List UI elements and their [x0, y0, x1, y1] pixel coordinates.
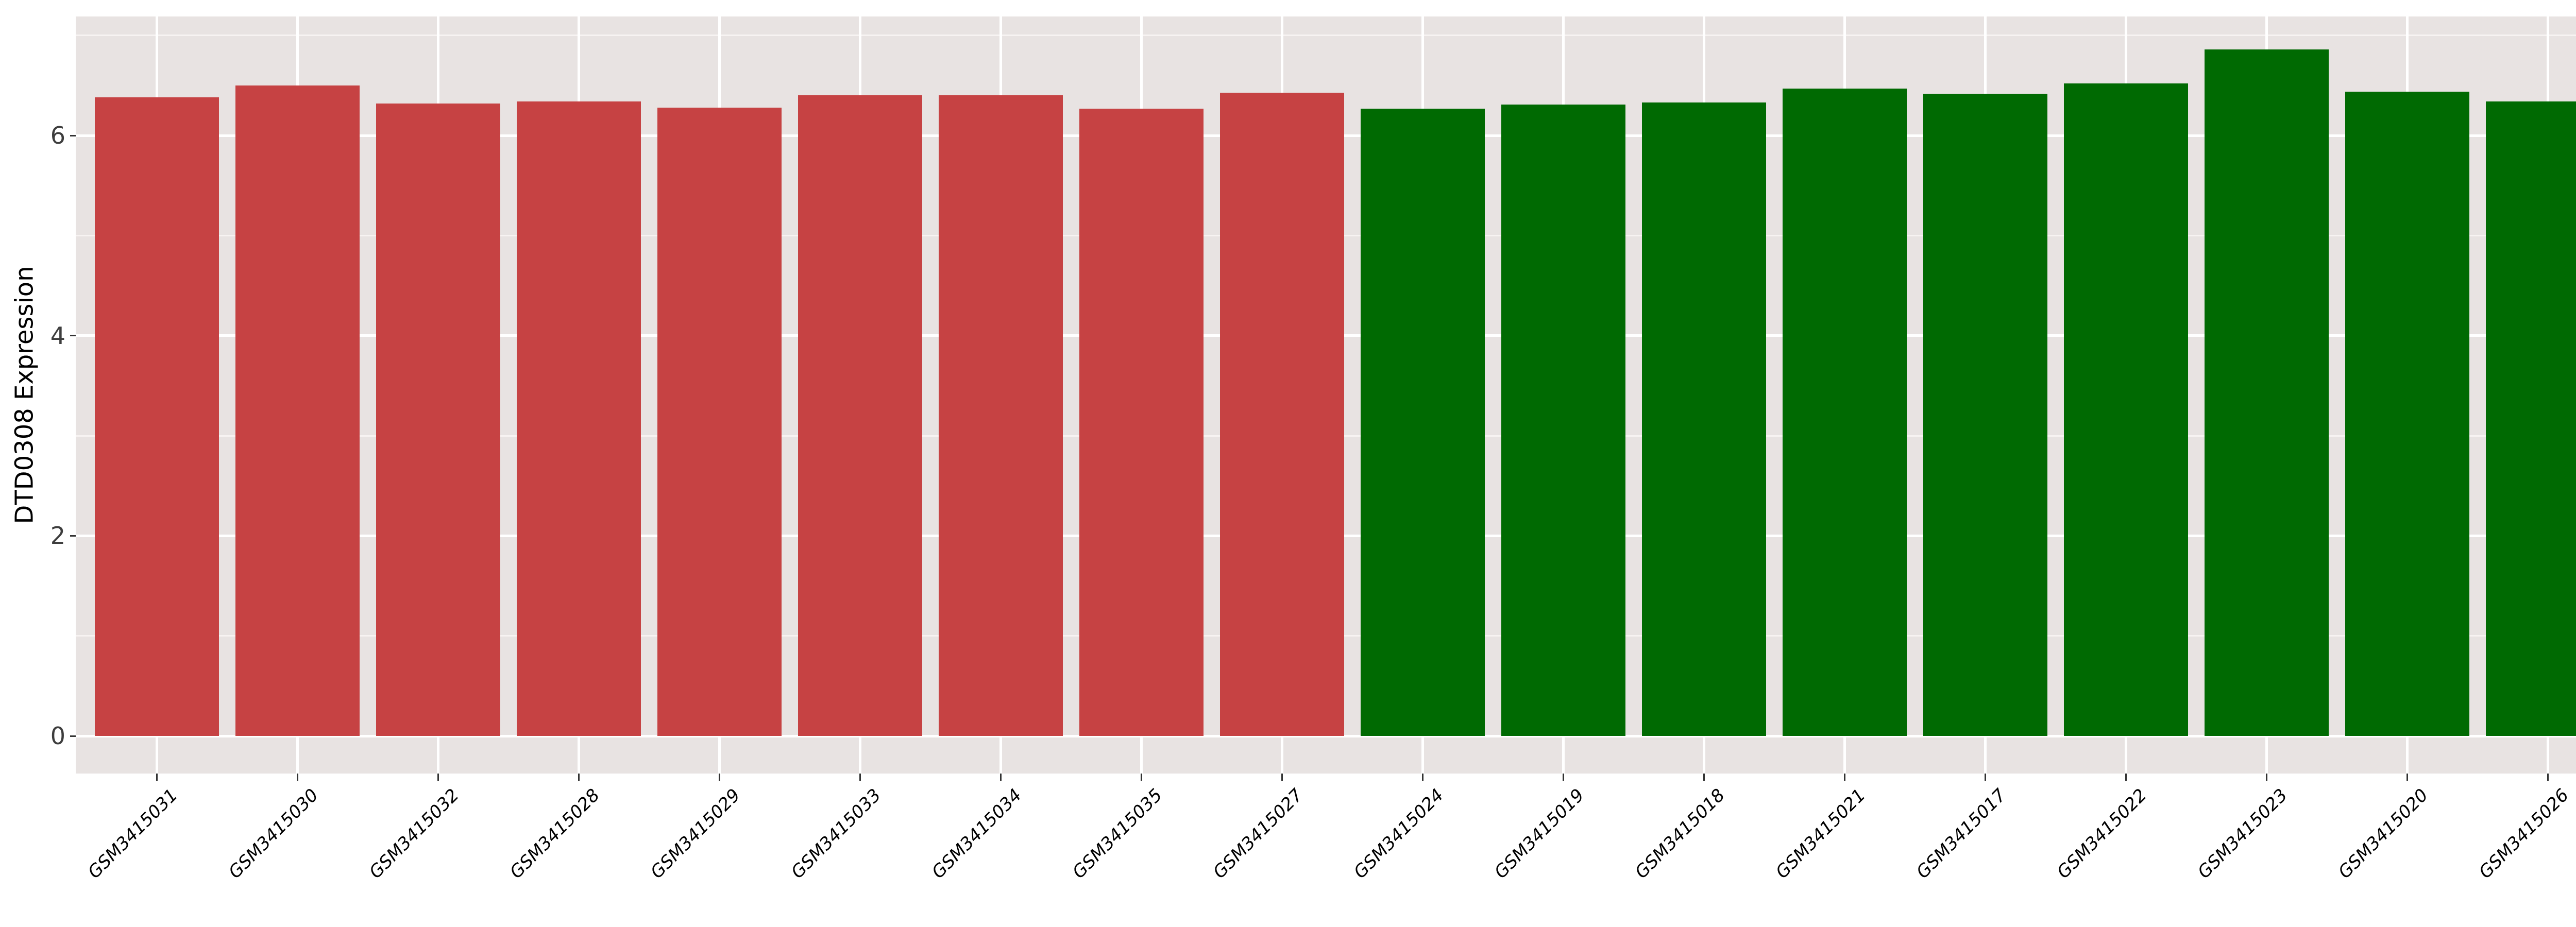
bar-GSM3415026: [2486, 101, 2576, 736]
bar-GSM3415023: [2205, 49, 2329, 736]
x-tick-mark: [1281, 774, 1283, 781]
x-tick-mark: [2266, 774, 2267, 781]
x-tick-label-GSM3415030: GSM3415030: [224, 785, 323, 883]
bar-GSM3415028: [517, 101, 641, 736]
y-tick-mark: [70, 335, 76, 337]
x-tick-mark: [2125, 774, 2127, 781]
bar-GSM3415018: [1642, 102, 1766, 736]
bar-GSM3415019: [1501, 104, 1625, 736]
x-tick-label-GSM3415032: GSM3415032: [365, 785, 463, 883]
x-tick-mark: [1422, 774, 1423, 781]
x-tick-mark: [578, 774, 580, 781]
bar-GSM3415021: [1783, 88, 1907, 736]
bar-GSM3415020: [2345, 91, 2469, 736]
x-tick-label-GSM3415024: GSM3415024: [1349, 785, 1448, 883]
y-tick-label: 4: [50, 321, 65, 350]
x-tick-mark: [2547, 774, 2549, 781]
y-tick-label: 0: [50, 722, 65, 750]
x-tick-mark: [859, 774, 861, 781]
bar-GSM3415022: [2064, 83, 2188, 736]
x-tick-mark: [2406, 774, 2408, 781]
major-gridline: [76, 734, 2576, 737]
x-tick-mark: [719, 774, 720, 781]
minor-gridline: [76, 35, 2576, 37]
x-tick-label-GSM3415021: GSM3415021: [1771, 785, 1870, 883]
x-tick-label-GSM3415022: GSM3415022: [2053, 785, 2151, 883]
x-tick-mark: [156, 774, 158, 781]
bar-GSM3415035: [1079, 108, 1204, 736]
x-tick-label-GSM3415023: GSM3415023: [2193, 785, 2292, 883]
x-tick-label-GSM3415019: GSM3415019: [1490, 785, 1588, 883]
x-tick-label-GSM3415018: GSM3415018: [1631, 785, 1729, 883]
x-tick-mark: [1141, 774, 1142, 781]
y-axis-label: DTD0308 Expression: [10, 266, 39, 524]
x-tick-label-GSM3415027: GSM3415027: [1209, 785, 1307, 883]
x-tick-label-GSM3415028: GSM3415028: [505, 785, 604, 883]
x-tick-label-GSM3415017: GSM3415017: [1912, 785, 2010, 883]
y-tick-label: 6: [50, 122, 65, 150]
bar-GSM3415027: [1220, 92, 1344, 736]
x-tick-label-GSM3415035: GSM3415035: [1068, 785, 1166, 883]
bar-GSM3415033: [798, 95, 922, 736]
bar-GSM3415024: [1361, 108, 1485, 736]
bar-GSM3415029: [657, 107, 782, 736]
x-tick-mark: [1844, 774, 1845, 781]
x-tick-label-GSM3415026: GSM3415026: [2475, 785, 2573, 883]
y-tick-mark: [70, 735, 76, 737]
x-tick-mark: [437, 774, 439, 781]
bar-GSM3415030: [235, 85, 360, 736]
bar-GSM3415034: [939, 95, 1063, 736]
plot-panel: [76, 16, 2576, 774]
x-tick-mark: [1000, 774, 1002, 781]
x-tick-mark: [1985, 774, 1986, 781]
x-tick-mark: [297, 774, 298, 781]
y-tick-mark: [70, 134, 76, 136]
bar-GSM3415032: [376, 104, 500, 736]
bar-GSM3415031: [95, 97, 219, 736]
y-tick-label: 2: [50, 522, 65, 550]
x-tick-label-GSM3415031: GSM3415031: [83, 785, 182, 883]
bar-GSM3415017: [1923, 93, 2047, 736]
x-tick-label-GSM3415033: GSM3415033: [787, 785, 885, 883]
x-tick-mark: [1703, 774, 1705, 781]
x-tick-label-GSM3415034: GSM3415034: [927, 785, 1026, 883]
y-tick-mark: [70, 535, 76, 537]
x-tick-mark: [1563, 774, 1564, 781]
x-tick-label-GSM3415029: GSM3415029: [646, 785, 744, 883]
x-tick-label-GSM3415020: GSM3415020: [2334, 785, 2432, 883]
